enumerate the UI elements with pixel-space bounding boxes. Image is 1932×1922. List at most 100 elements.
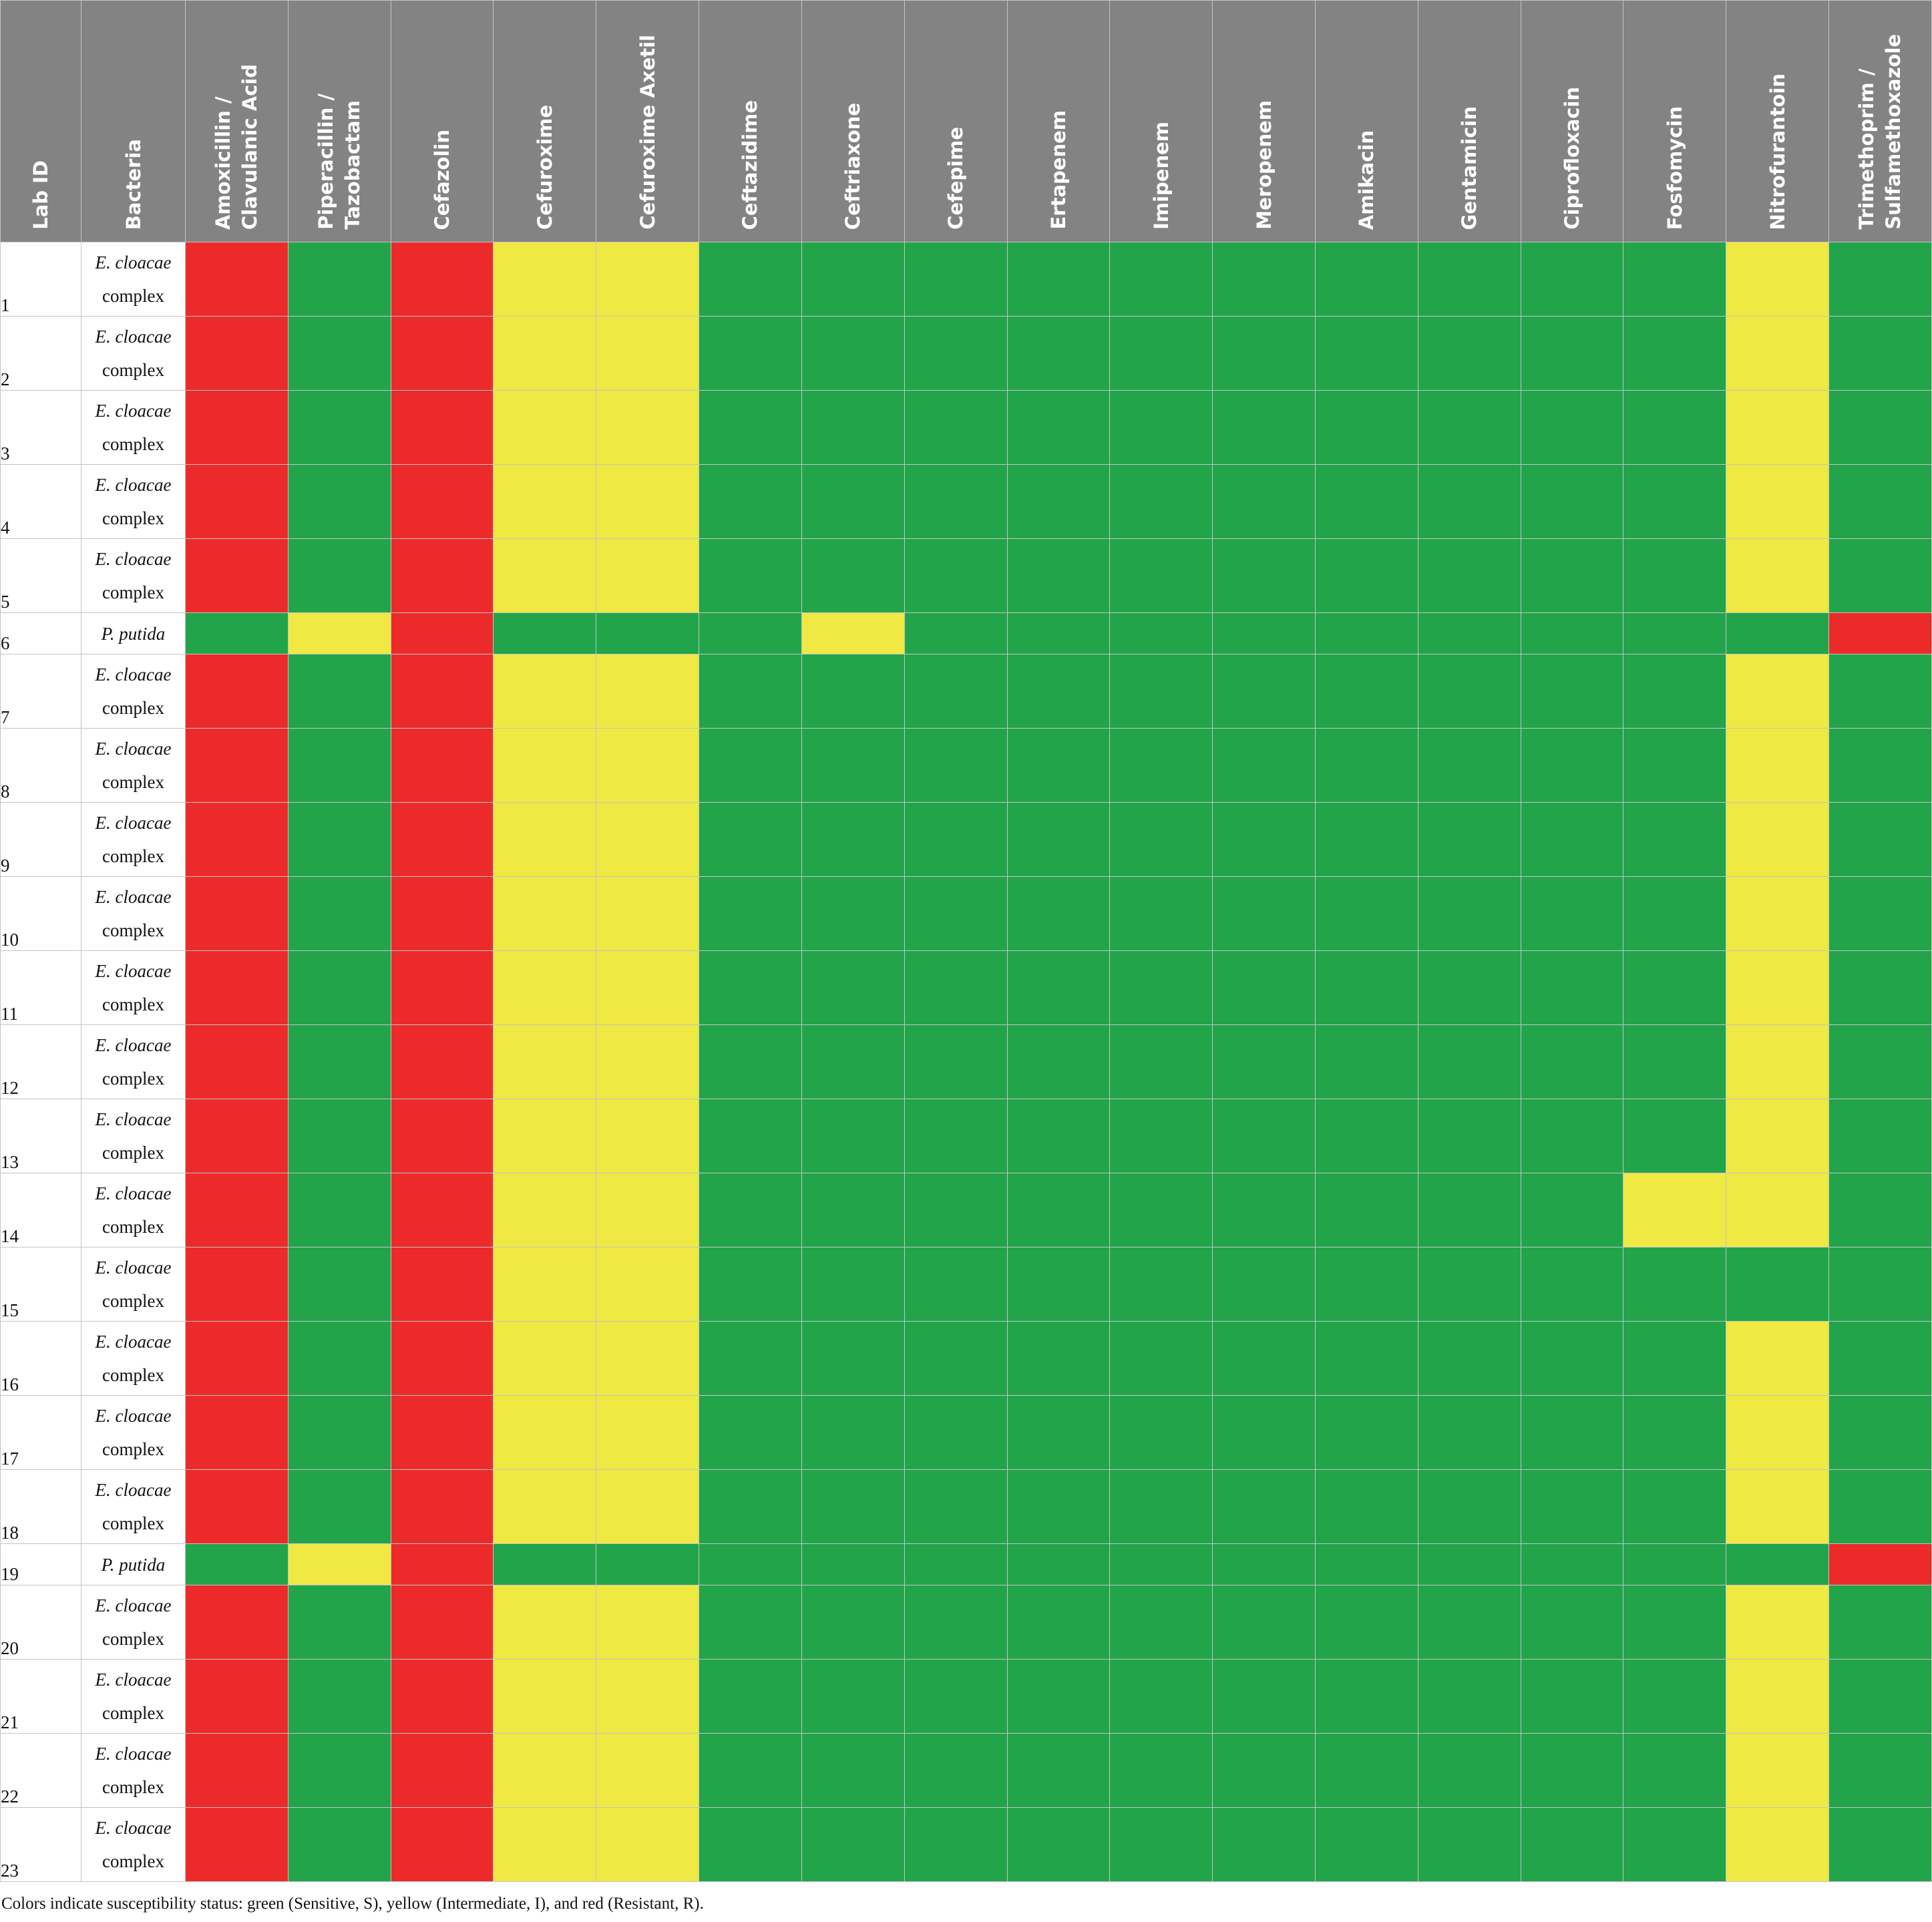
lab-id-cell: 23: [0, 1807, 81, 1882]
table-row: 4 E. cloacae complex: [0, 464, 1932, 539]
susceptibility-cell: [287, 1543, 391, 1585]
susceptibility-cell: [1006, 950, 1111, 1025]
susceptibility-cell: [596, 1173, 700, 1247]
susceptibility-cell: [1314, 1395, 1418, 1470]
header-antibiotic: Amikacin: [1314, 0, 1418, 242]
susceptibility-cell: [185, 1099, 288, 1173]
susceptibility-cell: [699, 802, 802, 877]
susceptibility-cell: [1726, 950, 1829, 1025]
bacteria-name: E. cloacae complex: [95, 954, 172, 1021]
susceptibility-cell: [1109, 1024, 1213, 1099]
susceptibility-cell: [1417, 390, 1521, 465]
bacteria-cell: E. cloacae complex: [81, 1321, 186, 1396]
susceptibility-cell: [287, 802, 391, 877]
bacteria-species: E. cloacae: [95, 664, 172, 685]
bacteria-cell: E. cloacae complex: [81, 950, 186, 1025]
susceptibility-cell: [904, 1807, 1008, 1882]
susceptibility-cell: [904, 1321, 1008, 1396]
susceptibility-cell: [185, 876, 288, 951]
bacteria-name: E. cloacae complex: [95, 394, 172, 461]
susceptibility-cell: [1006, 728, 1111, 803]
susceptibility-cell: [1109, 1733, 1213, 1808]
susceptibility-cell: [185, 1543, 288, 1585]
susceptibility-cell: [287, 1099, 391, 1173]
table-row: 2 E. cloacae complex: [0, 316, 1932, 391]
table-row: 23 E. cloacae complex: [0, 1807, 1932, 1882]
susceptibility-cell: [185, 802, 288, 877]
susceptibility-cell: [1417, 1807, 1521, 1882]
susceptibility-cell: [1828, 1247, 1932, 1322]
susceptibility-cell: [185, 1807, 288, 1882]
susceptibility-cell: [1726, 728, 1829, 803]
lab-id-cell: 13: [0, 1099, 81, 1173]
susceptibility-cell: [185, 242, 288, 317]
bacteria-suffix: complex: [102, 1851, 164, 1871]
bacteria-name: E. cloacae complex: [95, 806, 172, 873]
bacteria-species: E. cloacae: [95, 401, 172, 421]
susceptibility-cell: [596, 654, 700, 729]
susceptibility-cell: [1828, 1659, 1932, 1734]
susceptibility-cell: [390, 1733, 494, 1808]
susceptibility-cell: [1109, 1585, 1213, 1660]
susceptibility-cell: [1006, 464, 1111, 539]
table-row: 3 E. cloacae complex: [0, 390, 1932, 465]
susceptibility-cell: [287, 316, 391, 391]
susceptibility-cell: [1006, 1395, 1111, 1470]
susceptibility-cell: [1314, 654, 1418, 729]
table-row: 22 E. cloacae complex: [0, 1733, 1932, 1808]
susceptibility-cell: [1109, 1099, 1213, 1173]
header-antibiotic: Cefuroxime: [493, 0, 597, 242]
susceptibility-cell: [1212, 612, 1316, 654]
bacteria-cell: E. cloacae complex: [81, 464, 186, 539]
susceptibility-cell: [1212, 538, 1316, 613]
susceptibility-cell: [1828, 1395, 1932, 1470]
bacteria-cell: E. cloacae complex: [81, 728, 186, 803]
bacteria-species: E. cloacae: [95, 1670, 172, 1690]
susceptibility-cell: [801, 1099, 905, 1173]
lab-id-cell: 3: [0, 390, 81, 465]
bacteria-suffix: complex: [102, 1069, 164, 1089]
bacteria-name: E. cloacae complex: [95, 1589, 172, 1656]
susceptibility-cell: [699, 950, 802, 1025]
susceptibility-cell: [1520, 1321, 1624, 1396]
susceptibility-cell: [287, 1469, 391, 1544]
bacteria-name: E. cloacae complex: [95, 1177, 172, 1243]
header-label: Cefazolin: [431, 129, 454, 230]
susceptibility-cell: [1109, 464, 1213, 539]
lab-id-cell: 4: [0, 464, 81, 539]
susceptibility-cell: [1520, 316, 1624, 391]
susceptibility-cell: [801, 1543, 905, 1585]
bacteria-name: E. cloacae complex: [95, 1325, 172, 1392]
lab-id-cell: 2: [0, 316, 81, 391]
lab-id-cell: 17: [0, 1395, 81, 1470]
susceptibility-cell: [699, 1321, 802, 1396]
susceptibility-cell: [1417, 1247, 1521, 1322]
susceptibility-cell: [904, 950, 1008, 1025]
susceptibility-cell: [390, 612, 494, 654]
bacteria-species: E. cloacae: [95, 887, 172, 907]
susceptibility-cell: [1314, 1321, 1418, 1396]
susceptibility-cell: [1623, 1733, 1727, 1808]
bacteria-cell: P. putida: [81, 612, 186, 654]
table-row: 8 E. cloacae complex: [0, 728, 1932, 803]
lab-id-cell: 19: [0, 1543, 81, 1585]
susceptibility-cell: [596, 728, 700, 803]
table-row: 19 P. putida: [0, 1543, 1932, 1585]
susceptibility-cell: [596, 1659, 700, 1734]
susceptibility-cell: [1006, 1585, 1111, 1660]
susceptibility-cell: [493, 464, 597, 539]
susceptibility-cell: [1314, 612, 1418, 654]
susceptibility-cell: [1520, 1395, 1624, 1470]
susceptibility-cell: [801, 1395, 905, 1470]
table-row: 10 E. cloacae complex: [0, 876, 1932, 951]
susceptibility-cell: [493, 1469, 597, 1544]
susceptibility-cell: [1417, 1469, 1521, 1544]
susceptibility-cell: [287, 390, 391, 465]
susceptibility-cell: [1623, 390, 1727, 465]
header-antibiotic: Imipenem: [1109, 0, 1213, 242]
susceptibility-cell: [1828, 950, 1932, 1025]
susceptibility-cell: [1109, 1659, 1213, 1734]
susceptibility-cell: [493, 1395, 597, 1470]
bacteria-cell: E. cloacae complex: [81, 1807, 186, 1882]
susceptibility-cell: [904, 654, 1008, 729]
